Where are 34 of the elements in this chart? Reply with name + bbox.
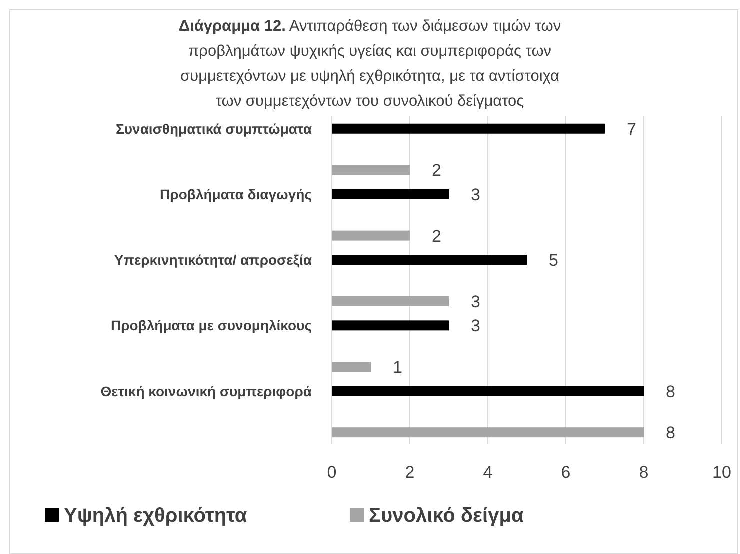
y-tick-label: Υπερκινητικότητα/ απροσεξία: [114, 252, 312, 268]
x-tick-label: 2: [405, 463, 415, 482]
data-label: 7: [627, 120, 636, 139]
y-tick-label: Προβλήματα με συνομηλίκους: [110, 318, 312, 334]
bar: [332, 386, 644, 396]
bar: [332, 296, 449, 306]
x-tick-label: 0: [327, 463, 337, 482]
bar: [332, 320, 449, 331]
legend-label: Συνολικό δείγμα: [369, 505, 524, 527]
data-label: 8: [666, 382, 676, 402]
x-tick-label: 4: [483, 463, 493, 482]
data-label: 2: [432, 161, 442, 180]
x-tick-label: 8: [639, 463, 649, 482]
data-label: 3: [471, 316, 480, 336]
y-tick-label: Προβλήματα διαγωγής: [160, 186, 312, 202]
data-label: 1: [393, 358, 402, 377]
bar: [332, 230, 410, 241]
bar: [332, 165, 410, 176]
bar: [332, 124, 605, 134]
chart-title: Διάγραμμα 12. Αντιπαράθεση των διάμεσων τιμών των προβλημάτων ψυχικής υγείας και συμπεριφοράς των συμμετεχόντων με υψηλή εχθρικότητα, με τα αντίστοιχα των συμμετεχόντων του συνολικού δείγματος: [178, 18, 562, 110]
y-tick-label: Θετική κοινωνική συμπεριφορά: [100, 383, 312, 400]
bar: [332, 189, 449, 200]
data-label: 8: [666, 424, 676, 443]
legend-label: Υψηλή εχθρικότητα: [64, 505, 248, 527]
x-tick-label: 6: [561, 463, 571, 482]
data-label: 5: [549, 251, 558, 270]
bar: [332, 428, 644, 438]
x-tick-label: 10: [712, 463, 732, 482]
bar: [332, 362, 371, 372]
data-label: 3: [471, 292, 480, 312]
y-tick-label: Συναισθηματικά συμπτώματα: [116, 120, 312, 137]
data-label: 2: [432, 226, 442, 246]
data-label: 3: [471, 185, 480, 204]
bar: [332, 255, 527, 266]
